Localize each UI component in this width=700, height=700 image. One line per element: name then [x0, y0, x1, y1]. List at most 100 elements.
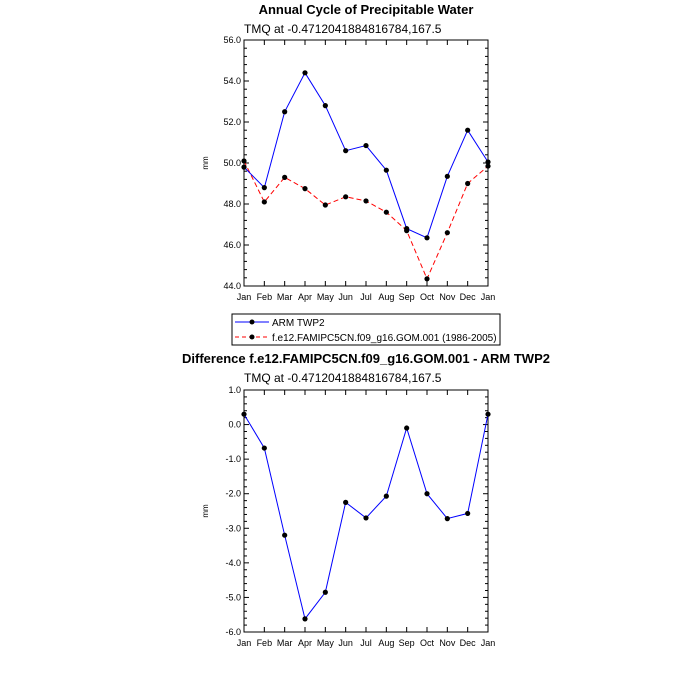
x-tick-label: Oct [420, 638, 435, 648]
data-point [383, 209, 389, 215]
y-tick-label: -2.0 [225, 489, 241, 499]
data-point [444, 173, 450, 179]
data-point [363, 515, 369, 521]
y-tick-label: 52.0 [223, 117, 241, 127]
x-tick-label: Dec [460, 638, 477, 648]
data-point [404, 228, 410, 234]
data-point [302, 70, 308, 76]
plot-frame [243, 39, 489, 287]
x-tick-label: Jun [338, 292, 353, 302]
legend: ARM TWP2 f.e12.FAMIPC5CN.f09_g16.GOM.001… [231, 313, 501, 346]
x-tick-label: Mar [277, 292, 293, 302]
x-tick-label: Sep [399, 638, 415, 648]
data-point [485, 159, 491, 165]
x-tick-label: Aug [378, 638, 394, 648]
x-tick-label: Mar [277, 638, 293, 648]
y-tick-label: -3.0 [225, 523, 241, 533]
x-tick-label: Aug [378, 292, 394, 302]
x-tick-label: Feb [257, 638, 273, 648]
chart-subtitle: TMQ at -0.4712041884816784,167.5 [244, 22, 442, 36]
data-point [322, 103, 328, 109]
data-point [424, 276, 430, 282]
series-line [243, 71, 489, 239]
x-tick-label: May [317, 292, 335, 302]
legend-label: ARM TWP2 [272, 318, 325, 329]
x-tick-label: May [317, 638, 335, 648]
y-tick-label: 44.0 [223, 281, 241, 291]
x-tick-label: Jan [481, 638, 496, 648]
data-point [343, 499, 349, 505]
y-tick-label: 50.0 [223, 158, 241, 168]
x-tick-label: Jul [360, 638, 372, 648]
data-point [322, 589, 328, 595]
y-tick-label: 54.0 [223, 76, 241, 86]
plot-area: 44.0 46.0 48.0 50.0 52.0 54.0 56.0 Jan Feb Mar Apr… [223, 35, 495, 302]
y-tick-label: -4.0 [225, 558, 241, 568]
x-tick-label: Jan [481, 292, 496, 302]
x-tick-label: Sep [399, 292, 415, 302]
y-axis-label: mm [201, 156, 210, 170]
data-point [302, 186, 308, 192]
y-tick-label: -1.0 [225, 454, 241, 464]
data-point [465, 510, 471, 517]
legend-entry-arm-twp2: ARM TWP2 [235, 318, 325, 329]
x-tick-label: Jul [360, 292, 372, 302]
legend-entry-model: f.e12.FAMIPC5CN.f09_g16.GOM.001 (1986-20… [235, 333, 497, 344]
legend-label: f.e12.FAMIPC5CN.f09_g16.GOM.001 (1986-20… [272, 333, 497, 344]
data-point [363, 198, 369, 204]
x-tick-label: Jan [237, 292, 252, 302]
data-point [241, 164, 247, 170]
y-tick-label: -6.0 [225, 627, 241, 637]
data-point [363, 142, 369, 149]
bottom-chart: Difference f.e12.FAMIPC5CN.f09_g16.GOM.0… [182, 351, 550, 648]
plot-area: -6.0 -5.0 -4.0 -3.0 -2.0 -1.0 0.0 1.0 Jan Feb Mar A… [225, 385, 495, 648]
data-point [302, 616, 308, 622]
data-point [465, 180, 471, 187]
y-tick-label: 0.0 [228, 420, 241, 430]
x-tick-label: Nov [439, 638, 456, 648]
data-point [241, 158, 247, 164]
data-point [424, 491, 430, 497]
data-point [343, 194, 349, 200]
chart-title: Annual Cycle of Precipitable Water [259, 2, 474, 17]
x-tick-label: Feb [257, 292, 273, 302]
legend-marker [249, 334, 255, 340]
data-point [383, 493, 389, 499]
data-point [444, 230, 450, 236]
y-tick-label: 46.0 [223, 240, 241, 250]
y-tick-label: 48.0 [223, 199, 241, 209]
data-point [404, 425, 410, 431]
data-point [261, 445, 267, 451]
data-point [485, 411, 491, 417]
x-tick-label: Dec [460, 292, 477, 302]
data-point [282, 109, 288, 115]
data-point [261, 185, 267, 191]
data-point [322, 202, 328, 208]
x-tick-label: Apr [298, 638, 312, 648]
data-point [282, 532, 288, 538]
legend-box [231, 313, 501, 346]
data-point [343, 148, 349, 154]
chart-subtitle: TMQ at -0.4712041884816784,167.5 [244, 371, 442, 385]
data-point [485, 163, 491, 169]
data-point [444, 516, 450, 522]
data-point [241, 411, 247, 417]
y-tick-label: 56.0 [223, 35, 241, 45]
x-tick-label: Nov [439, 292, 456, 302]
x-tick-label: Oct [420, 292, 435, 302]
data-point [282, 174, 288, 180]
x-tick-label: Apr [298, 292, 312, 302]
y-tick-label: 1.0 [228, 385, 241, 395]
x-tick-label: Jan [237, 638, 252, 648]
data-point [424, 235, 430, 241]
data-point [383, 167, 389, 173]
y-tick-label: -5.0 [225, 592, 241, 602]
data-point [465, 127, 471, 133]
series-line [243, 160, 489, 281]
x-tick-label: Jun [338, 638, 353, 648]
y-axis-label: mm [201, 504, 210, 518]
chart-title: Difference f.e12.FAMIPC5CN.f09_g16.GOM.0… [182, 351, 550, 366]
legend-marker [249, 319, 255, 325]
plot-frame [243, 389, 489, 633]
